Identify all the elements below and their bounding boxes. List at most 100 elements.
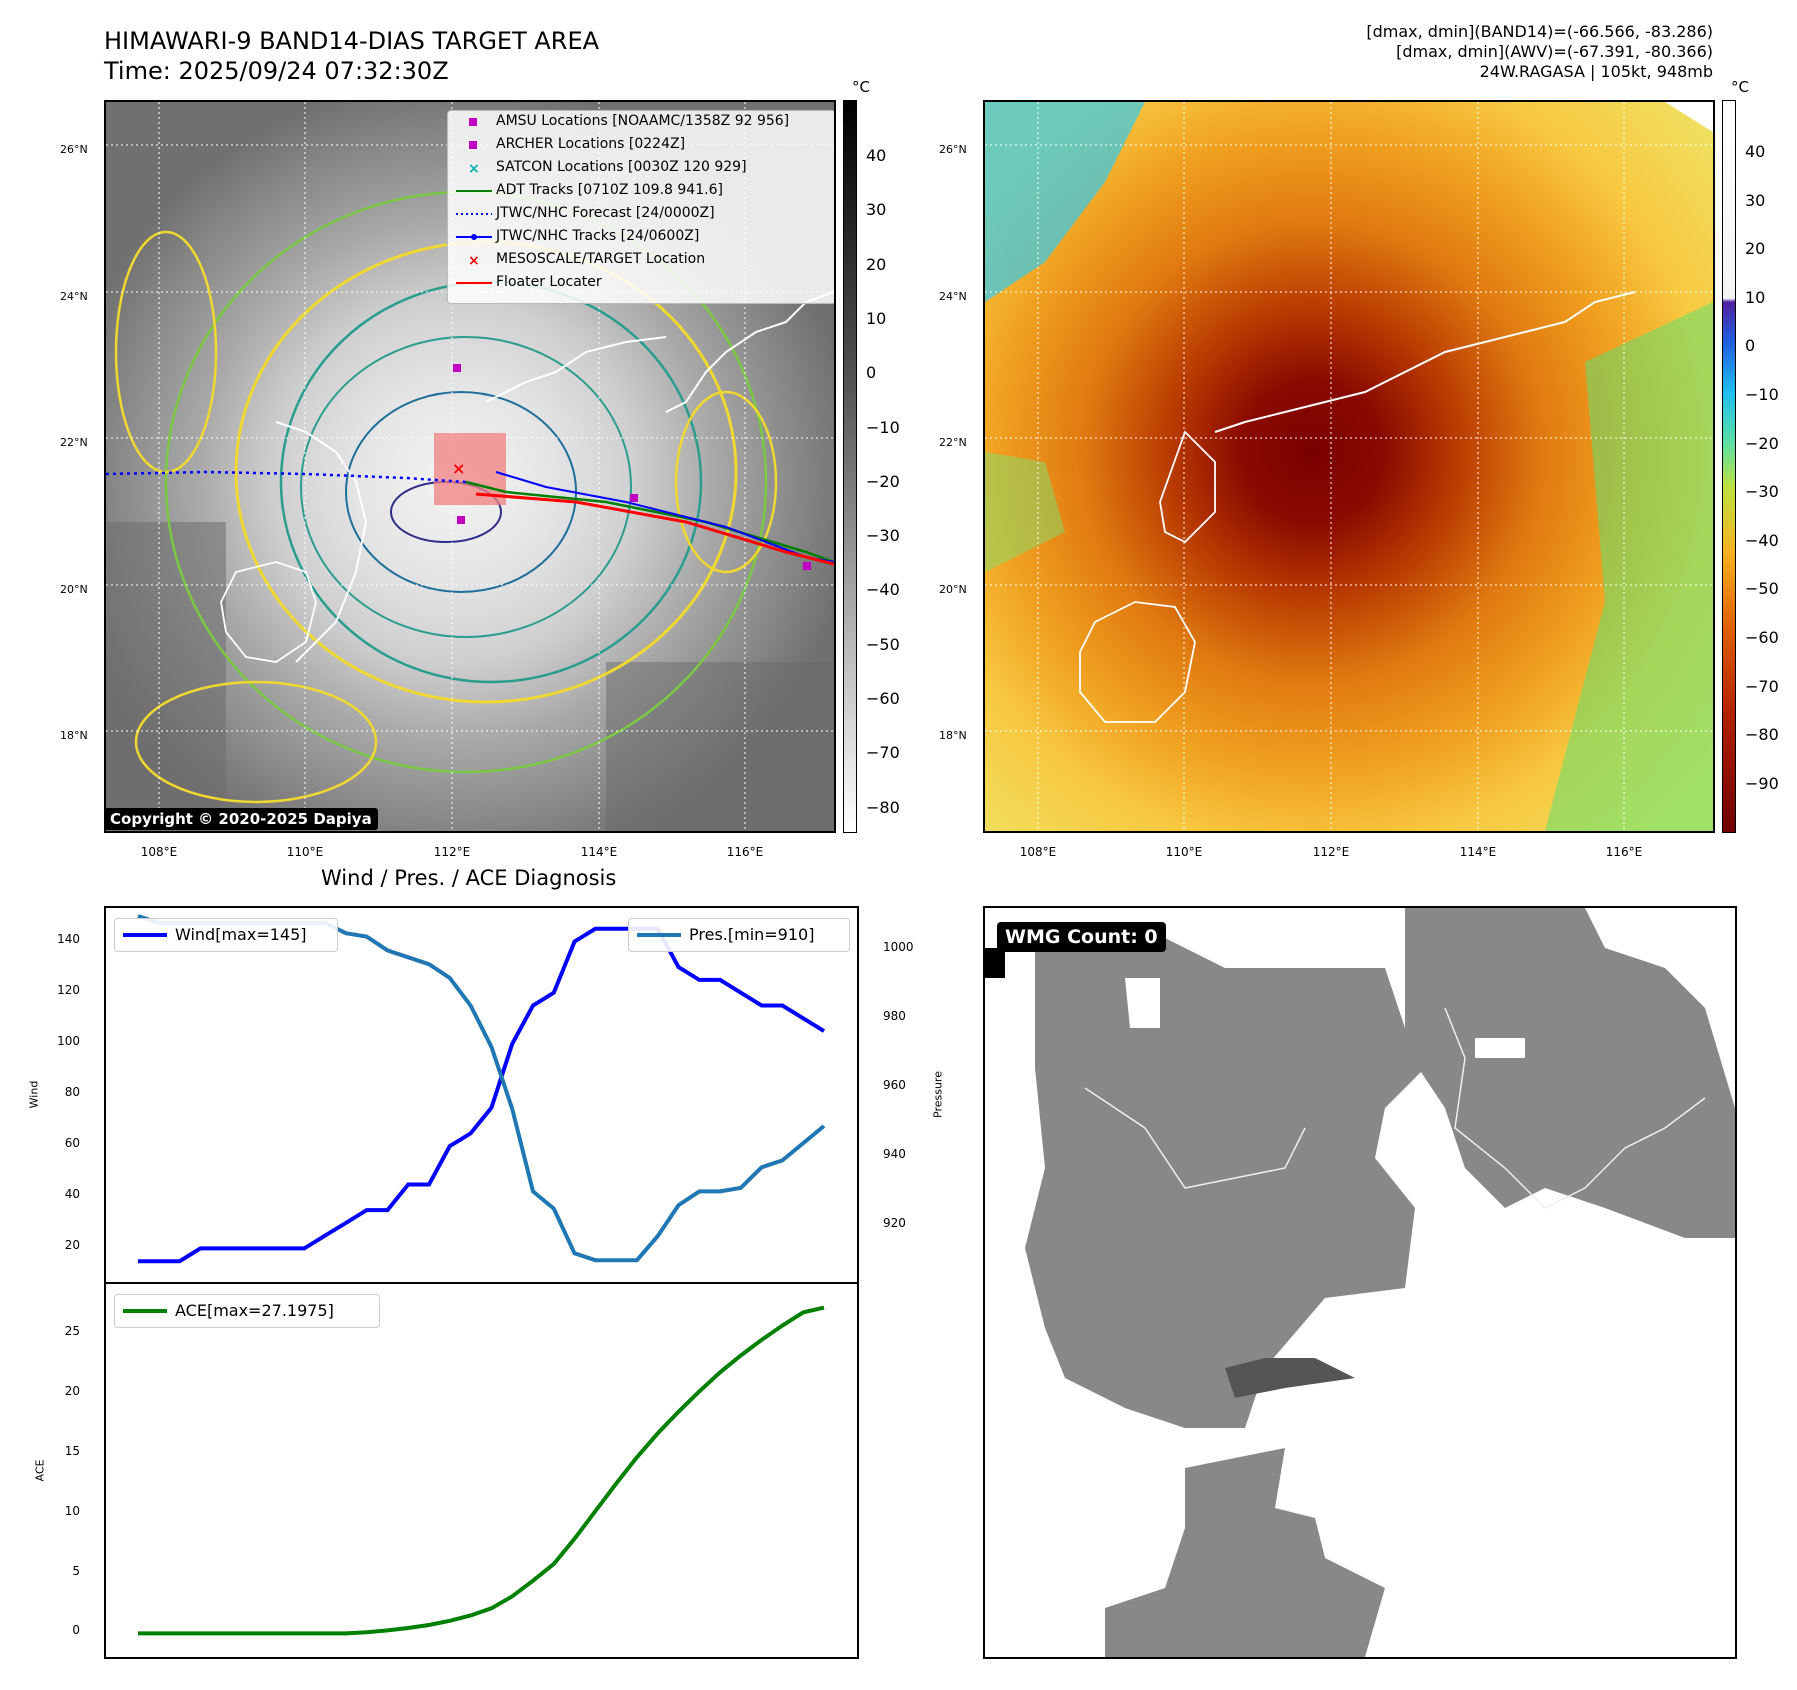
floater-track — [475, 492, 834, 566]
y-tick-label: 1000 — [883, 940, 914, 955]
target-x-marker: × — [452, 459, 465, 478]
lon-label: 114°E — [1459, 845, 1497, 859]
legend-item-amsu: AMSU Locations [NOAAMC/1358Z 92 956] — [448, 111, 834, 133]
colorbar-tick-label: 10 — [866, 308, 887, 328]
lat-label: 18°N — [939, 729, 967, 742]
colorbar-tick-label: −20 — [866, 471, 900, 491]
legend-item-jtwc-tracks: JTWC/NHC Tracks [24/0600Z] — [448, 226, 834, 248]
y-tick-label: 20 — [64, 1238, 80, 1253]
colorbar-tick-label: 30 — [866, 200, 887, 220]
y-tick-label: 60 — [64, 1136, 80, 1151]
svg-text:×: × — [468, 161, 480, 176]
lon-label: 110°E — [286, 845, 324, 859]
lon-label: 112°E — [1312, 845, 1350, 859]
wmg-count-badge: WMG Count: 0 — [997, 922, 1166, 952]
line-marker-icon — [456, 282, 492, 284]
diagnosis-title: Wind / Pres. / ACE Diagnosis — [321, 866, 617, 890]
colorbar-tick-label: −30 — [866, 526, 900, 546]
y-tick-label: 25 — [64, 1323, 80, 1338]
y-tick-label: 80 — [64, 1085, 80, 1099]
lat-label: 26°N — [60, 143, 88, 156]
colorbar-right — [1722, 100, 1736, 833]
legend-item-forecast: JTWC/NHC Forecast [24/0000Z] — [448, 203, 834, 225]
y-tick-label: 10 — [64, 1503, 80, 1518]
colorbar-tick-label: −70 — [866, 743, 900, 763]
colorbar-tick-label: −10 — [1745, 385, 1779, 404]
colorbar-tick-label: −60 — [866, 689, 900, 708]
pressure-axis-label: Pressure — [931, 1071, 945, 1118]
y-tick-label: 100 — [57, 1033, 80, 1048]
colorbar-tick-label: −20 — [1745, 433, 1779, 453]
y-tick-label: 40 — [64, 1187, 80, 1202]
wind-pres-plot: Wind[max=145] Pres.[min=910] — [104, 906, 859, 1284]
lon-label: 112°E — [433, 845, 471, 859]
wind-axis-label: Wind — [27, 1080, 41, 1109]
target-box — [434, 433, 506, 505]
ace-series-line — [138, 1305, 825, 1636]
wind-legend: Wind[max=145] — [114, 918, 338, 952]
lat-label: 20°N — [60, 583, 88, 596]
y-tick-label: 5 — [72, 1563, 80, 1578]
adt-track — [465, 480, 834, 564]
colorbar-tick-label: 10 — [1745, 287, 1766, 307]
lon-label: 110°E — [1165, 845, 1203, 859]
wind-legend-line — [123, 933, 167, 937]
colorbar-tick-label: −90 — [1745, 773, 1779, 793]
square-marker-icon — [469, 141, 477, 149]
info-line-3: 24W.RAGASA | 105kt, 948mb — [1479, 62, 1713, 81]
ace-legend: ACE[max=27.1975] — [114, 1294, 380, 1328]
colorbar-tick-label: −30 — [1745, 482, 1779, 502]
square-marker-icon — [469, 118, 477, 126]
ace-axis-label: ACE — [33, 1459, 47, 1482]
colorbar-tick-label: −70 — [1745, 676, 1779, 696]
pressure-series-line — [137, 914, 826, 1263]
ace-plot: ACE[max=27.1975] — [104, 1282, 859, 1659]
legend-item-satcon: × SATCON Locations [0030Z 120 929] — [448, 157, 834, 179]
y-tick-label: 20 — [64, 1383, 80, 1398]
lat-label: 22°N — [60, 436, 88, 449]
lon-label: 108°E — [1019, 845, 1057, 859]
lon-label: 114°E — [580, 845, 618, 859]
ace-svg — [138, 1305, 825, 1636]
ace-legend-line — [123, 1309, 167, 1313]
colorbar-tick-label: −60 — [1745, 628, 1779, 647]
info-block: [dmax, dmin](BAND14)=(-66.566, -83.286) … — [1366, 22, 1713, 82]
lon-label: 116°E — [726, 845, 764, 859]
colorbar-tick-label: −10 — [866, 417, 900, 437]
chart-title: HIMAWARI-9 BAND14-DIAS TARGET AREA Time:… — [104, 27, 600, 85]
copyright-badge: Copyright © 2020-2025 Dapiya — [104, 808, 378, 830]
legend-item-adt: ADT Tracks [0710Z 109.8 941.6] — [448, 180, 834, 202]
y-tick-label: 980 — [883, 1009, 906, 1024]
colorbar-tick-label: 20 — [866, 254, 887, 274]
y-tick-label: 960 — [883, 1078, 906, 1093]
line-marker-icon — [456, 190, 492, 192]
x-marker-icon: × — [468, 161, 480, 176]
colorbar-tick-label: 0 — [1745, 336, 1756, 356]
ir-map-panel: × AMSU Locations [NOAAMC/1358Z 92 956] A… — [104, 100, 836, 833]
y-tick-label: 15 — [64, 1443, 80, 1458]
colorbar-tick-label: 40 — [1745, 142, 1766, 161]
wind-series-line — [138, 926, 826, 1264]
lat-label: 24°N — [939, 290, 967, 303]
pres-legend-label: Pres.[min=910] — [689, 925, 815, 944]
lon-label: 116°E — [1605, 845, 1643, 859]
colorbar-left — [843, 100, 857, 833]
awv-map-panel — [983, 100, 1715, 833]
info-line-1: [dmax, dmin](BAND14)=(-66.566, -83.286) — [1366, 22, 1713, 41]
y-tick-label: 120 — [57, 982, 80, 997]
pres-legend: Pres.[min=910] — [628, 918, 850, 952]
lat-label: 20°N — [939, 583, 967, 596]
colorbar-tick-label: −80 — [866, 797, 900, 817]
wind-pres-svg — [137, 914, 826, 1264]
wmg-svg — [985, 908, 1735, 1657]
y-tick-label: 920 — [883, 1215, 906, 1230]
legend-item-archer: ARCHER Locations [0224Z] — [448, 134, 834, 156]
map-legend: AMSU Locations [NOAAMC/1358Z 92 956] ARC… — [447, 110, 834, 304]
colorbar-tick-label: 0 — [866, 363, 877, 383]
legend-item-target: × MESOSCALE/TARGET Location — [448, 249, 834, 271]
lat-label: 26°N — [939, 143, 967, 156]
svg-text:×: × — [468, 253, 480, 268]
legend-item-floater: Floater Locater — [448, 272, 834, 294]
colorbar-tick-label: 40 — [866, 146, 887, 165]
lat-label: 22°N — [939, 436, 967, 449]
